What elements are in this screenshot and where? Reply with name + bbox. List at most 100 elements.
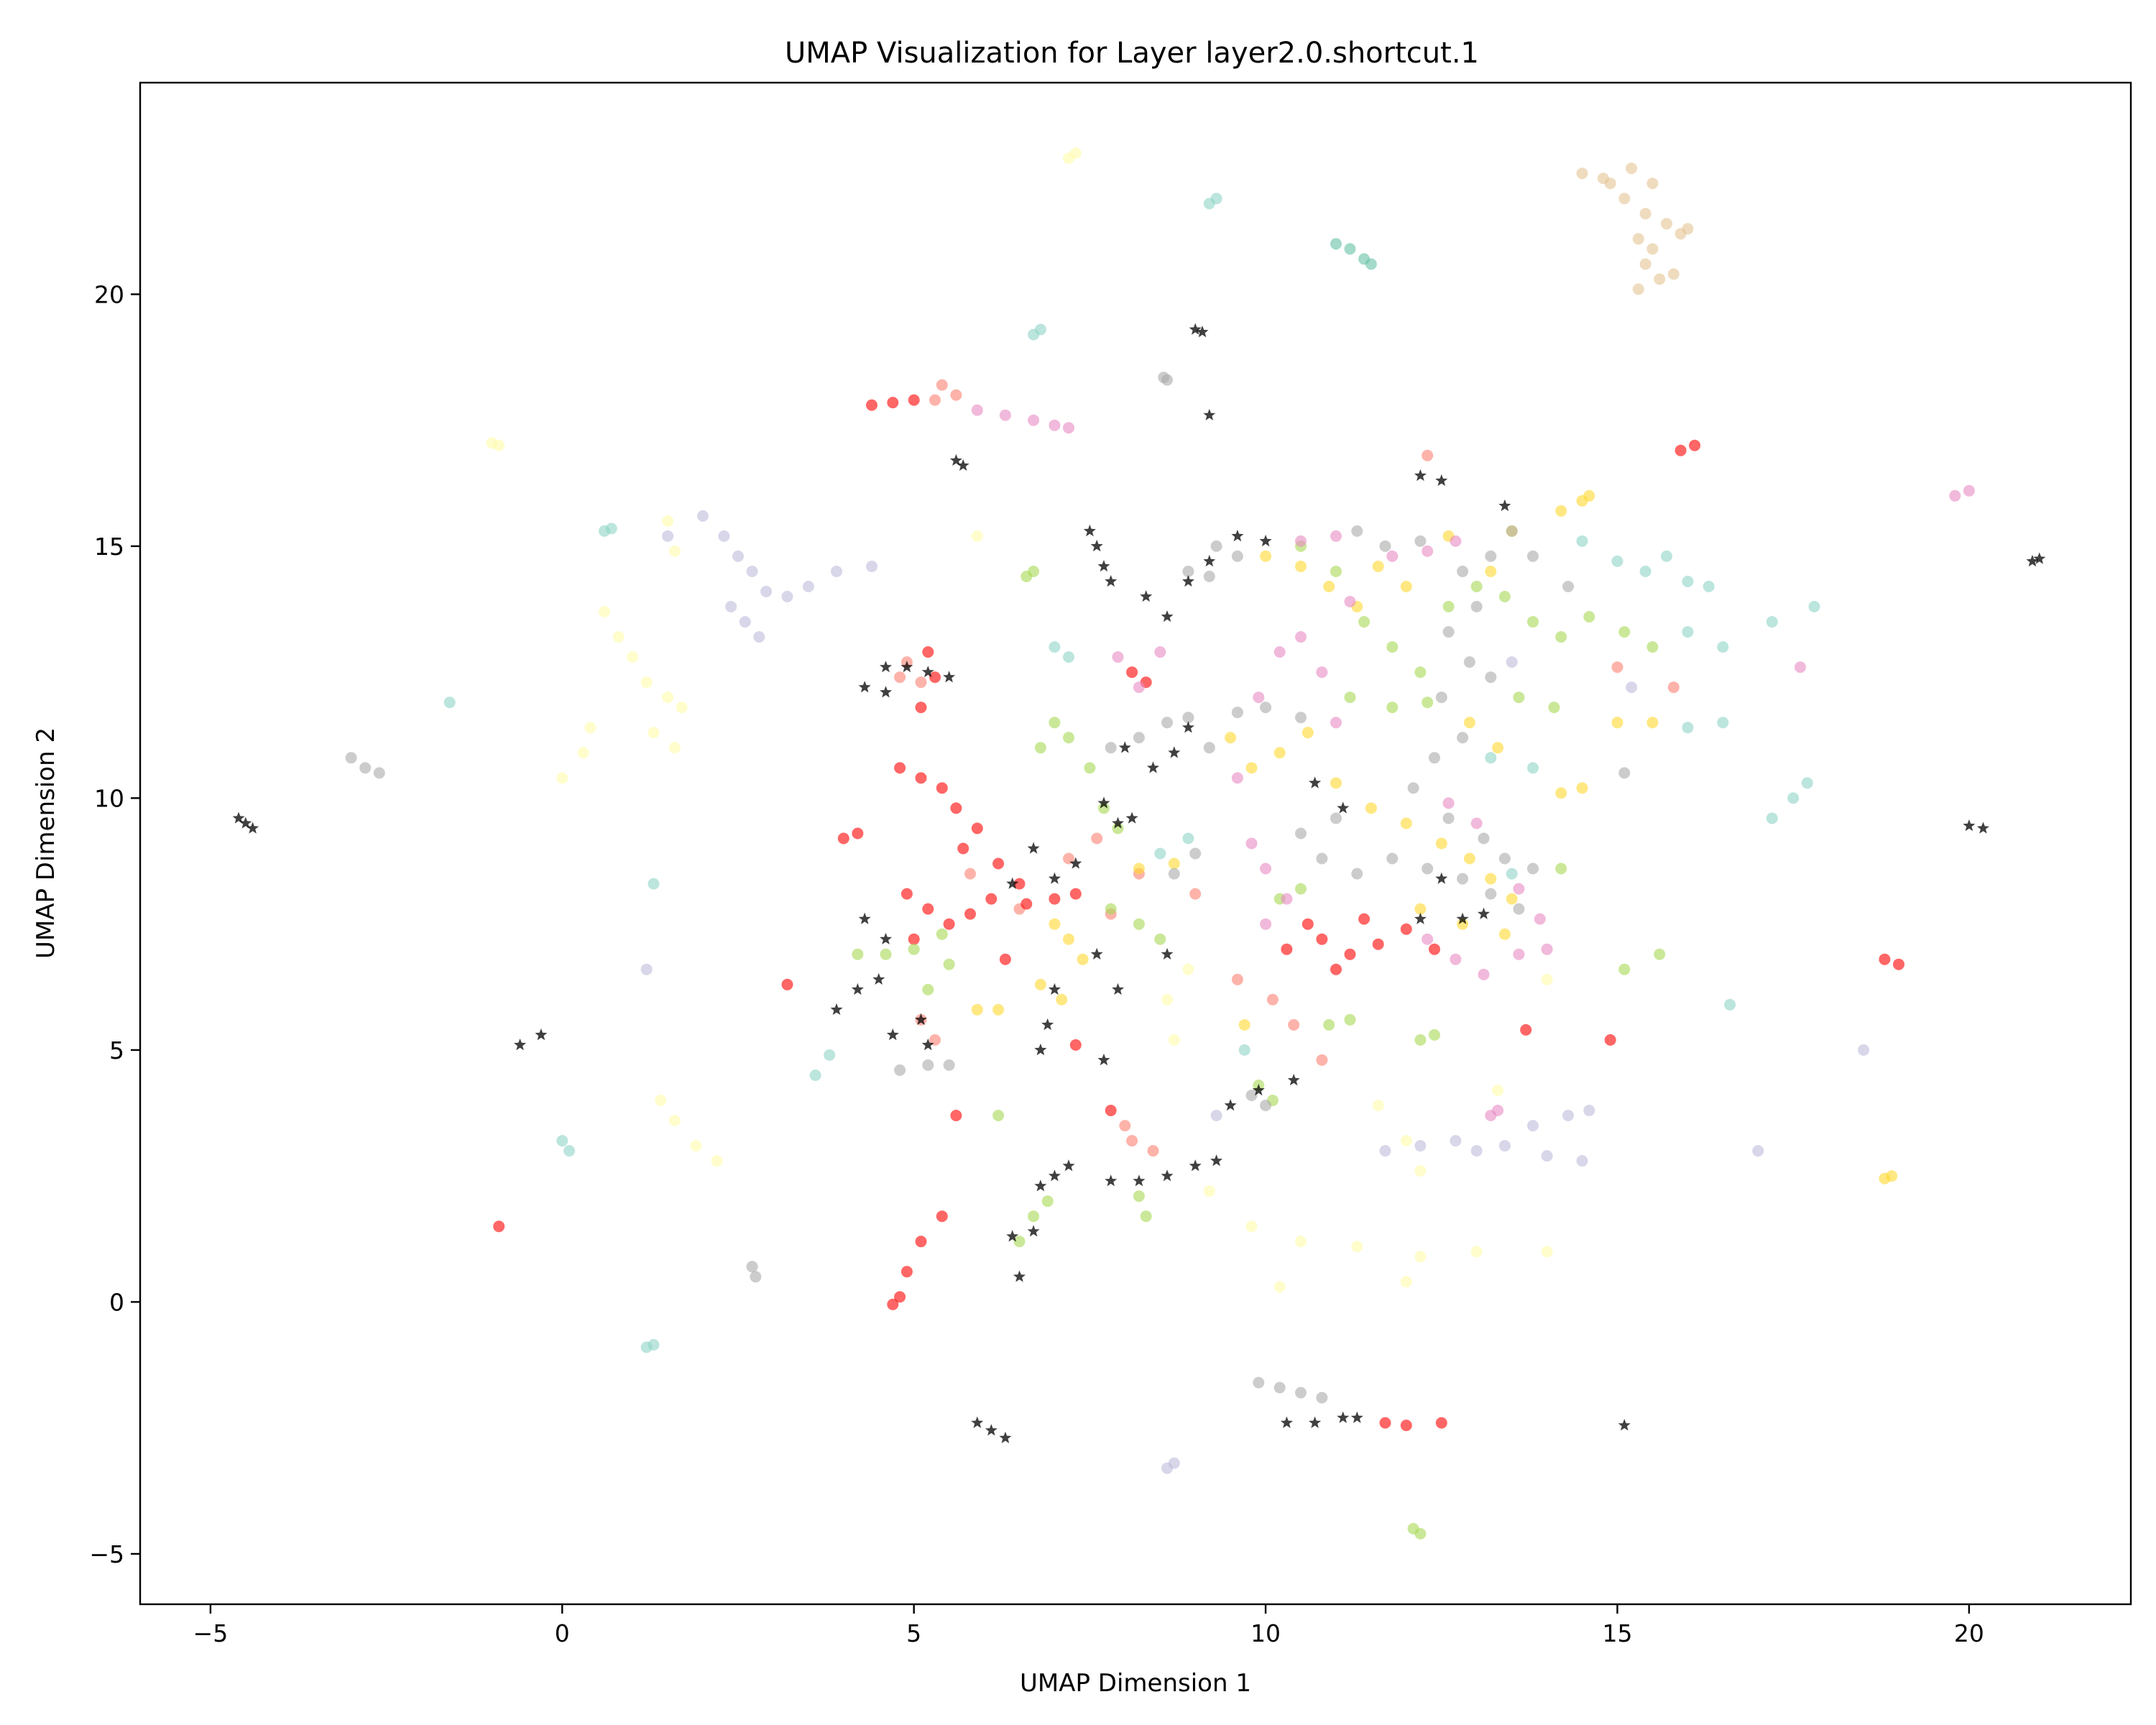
series-1 [443,193,1820,1353]
data-point [971,1416,984,1428]
data-point [1231,772,1243,784]
data-point [668,545,681,557]
data-point [900,1266,913,1278]
data-point [880,686,893,698]
data-point [1456,912,1469,924]
data-point [1210,193,1222,205]
data-point [1963,819,1976,832]
data-point [1795,661,1806,673]
data-point [964,908,976,920]
data-point [1787,792,1800,804]
data-point [1435,474,1448,487]
data-point [900,888,913,900]
data-point [1316,852,1328,865]
data-point [1330,963,1342,975]
data-point [760,586,773,597]
data-point [1429,1029,1440,1041]
data-point [992,1003,1005,1016]
data-point [1295,1386,1307,1399]
data-point [1273,747,1286,759]
data-point [1210,1154,1223,1167]
data-point [1203,1185,1215,1197]
data-point [1498,928,1511,940]
data-point [1661,218,1672,230]
data-point [655,1095,667,1106]
data-point [1682,576,1694,587]
data-point [1386,641,1399,653]
data-point [1400,1420,1412,1432]
data-point [1344,1013,1356,1026]
data-point [1963,484,1975,497]
data-point [922,903,934,915]
data-point [1330,238,1342,250]
data-point [1112,651,1124,663]
data-point [1562,1110,1574,1121]
data-point [1435,691,1447,704]
data-point [1344,948,1356,960]
data-point [908,394,920,406]
data-point [668,742,681,754]
data-point [1654,273,1666,285]
data-point [1351,525,1363,537]
data-point [1062,1159,1075,1172]
series-10 [345,372,1631,1404]
data-point [936,379,948,391]
data-point [1478,968,1490,980]
data-point [1583,489,1595,502]
data-point [1527,550,1539,562]
data-point [718,530,730,542]
data-point [676,702,688,714]
data-point [1161,947,1174,960]
data-point [1048,983,1061,995]
data-point [1626,162,1638,175]
data-point [992,857,1005,870]
data-point [1470,601,1483,612]
data-point [1231,973,1243,985]
data-point [443,696,456,709]
data-point [831,566,842,577]
data-point [1133,681,1145,694]
data-point [886,1028,899,1041]
data-point [1527,1120,1539,1132]
data-point [936,928,948,940]
data-point [894,671,906,684]
data-point [1555,787,1567,799]
x-tick-label: 10 [1250,1619,1281,1647]
data-point [1506,868,1518,880]
data-point [1260,550,1272,562]
data-point [1112,816,1125,829]
data-point [1618,626,1631,638]
data-point [837,832,849,845]
data-point [1238,1044,1250,1056]
data-point [943,1059,955,1071]
data-point [1541,1150,1553,1162]
series-11 [232,323,2046,1443]
data-point [1358,616,1370,628]
data-point [1344,243,1356,255]
data-point [1069,1039,1082,1051]
data-point [1422,862,1434,875]
data-point [1576,1155,1588,1167]
data-point [1450,1135,1462,1147]
data-point [1611,717,1623,729]
series-4 [640,510,1870,1474]
data-point [1879,1172,1891,1184]
data-point [1485,888,1497,900]
data-point [1414,912,1427,924]
data-point [1309,776,1322,788]
data-point [1576,782,1588,794]
y-axis-label: UMAP Dimension 2 [32,727,60,959]
data-point [1534,913,1546,925]
data-point [577,747,589,759]
data-point [1498,852,1511,865]
data-point [725,601,737,612]
data-point [1330,717,1342,729]
data-point [753,631,765,643]
data-point [1513,691,1525,704]
data-point [1090,947,1103,960]
data-point [1260,702,1272,714]
data-point [858,912,871,924]
data-point [1063,651,1074,663]
data-point [1717,717,1729,729]
data-point [922,646,934,658]
